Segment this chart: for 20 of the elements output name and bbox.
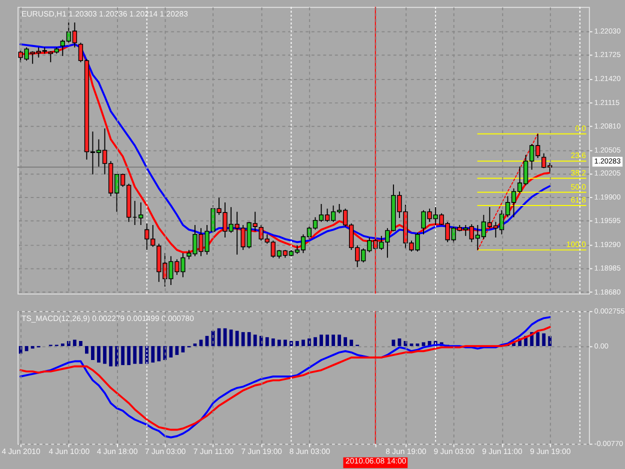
series-label: 61.8 [570,196,586,205]
x-tick-label: 8 Jun 03:00 [289,446,331,456]
series-label: 100.0 [566,240,587,250]
x-tick-label: 4 Jun 18:00 [96,446,138,456]
series-label: 0.0 [575,124,587,133]
x-tick-label: 9 Jun 11:00 [482,446,523,456]
series-label: 23.6 [570,151,586,160]
x-tick-label: 4 Jun 10:00 [48,446,90,456]
series-label: 38.2 [570,168,586,178]
chart-title: EURUSD,H1 1.20303 1.20336 1.20214 1.20283 [21,10,188,19]
x-tick-label: 7 Jun 03:00 [145,446,186,456]
chart-title: TS_MACD(12,26,9) 0.002279 0.001499 0.000780 [21,314,195,323]
x-tick-label: 8 Jun 19:00 [386,446,427,456]
series-label: 50.0 [570,182,587,192]
x-tick-label: 9 Jun 19:00 [530,446,572,456]
x-tick-label: 9 Jun 03:00 [434,446,476,456]
x-tick-label: 7 Jun 19:00 [241,446,283,456]
x-tick-label: 7 Jun 11:00 [193,446,234,456]
x-tick-label: 4 Jun 2010 [2,446,41,456]
x-tick-label: 2010.06.08 14:00 [346,456,407,466]
